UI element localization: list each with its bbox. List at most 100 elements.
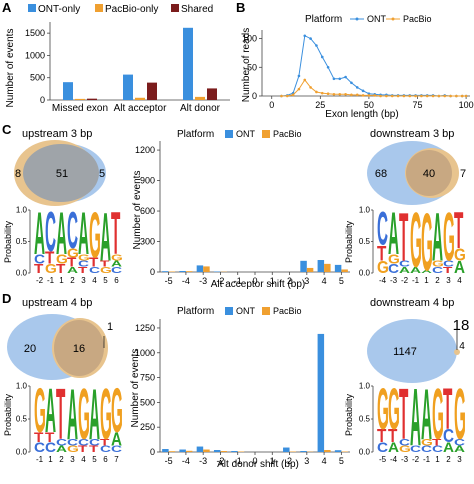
panel-d-ytick-label: 1000 [135, 348, 155, 358]
panel-b-point [385, 95, 388, 98]
legend-swatch-pacbio-d [262, 307, 270, 315]
panel-d-xtick-label: -1 [234, 456, 242, 466]
panel-c-ytick-label: 300 [140, 237, 155, 247]
panel-d-legend-title: Platform [177, 306, 214, 317]
panel-c-ytick-label: 600 [140, 206, 155, 216]
panel-a-ytick-label: 1000 [25, 50, 45, 60]
logo-d-down-xtick-label: -2 [412, 455, 420, 464]
panel-b-point [420, 95, 423, 98]
legend-marker-pacbio-b [392, 18, 395, 21]
logo-d-up-xtick-label: 3 [70, 455, 75, 464]
panel-a-ytick-label: 500 [30, 73, 45, 83]
logo-d-up-ytick-label: 0.0 [16, 448, 28, 457]
panel-d-bar [179, 450, 186, 452]
panel-d-bar [220, 451, 227, 452]
panel-a-bar [147, 83, 157, 100]
panel-b-point [327, 66, 330, 69]
logo-c-up-xtick-label: 1 [59, 276, 64, 285]
panel-d-ytick-label: 750 [140, 373, 155, 383]
panel-b-point [350, 94, 353, 97]
logo-d-down-xtick-label: 2 [446, 455, 451, 464]
panel-d-bar [300, 451, 307, 452]
panel-d-ytick-label: 250 [140, 422, 155, 432]
panel-c-xtick-label: -2 [216, 276, 224, 286]
panel-d-bar [162, 449, 169, 452]
panel-b-series-line-ont [281, 36, 466, 96]
panel-b-point [303, 79, 306, 82]
legend-label-pacbio-only: PacBio-only [105, 4, 158, 15]
venn-d-upstream: upstream 4 bp 20 16 1 [7, 297, 113, 380]
logo-d-up-letter: T [56, 375, 65, 455]
logo-d-downstream: Probability 0.00.51.0CTG-5ATG-4GCT-3CA-2… [344, 373, 466, 464]
panel-a-xtick-label: Alt donor [180, 103, 221, 114]
venn-d-up-center-count: 16 [73, 343, 85, 355]
logo-d-up-ytick-label: 0.5 [16, 415, 28, 424]
panel-b-point [426, 95, 429, 98]
logo-c-down-letter: A [388, 201, 399, 268]
panel-d-xtick-label: -3 [199, 456, 207, 466]
logo-c-down-xtick-label: -1 [412, 276, 420, 285]
panel-d-bar [324, 450, 331, 452]
logo-c-down-xtick-label: -4 [379, 276, 387, 285]
panel-b-xtick-label: 25 [315, 100, 325, 110]
panel-b-point [438, 95, 441, 98]
logo-d-up-xtick-label: 6 [103, 455, 108, 464]
venn-c-upstream: upstream 3 bp 8 51 5 [14, 128, 106, 206]
panel-b-point [403, 95, 406, 98]
logo-d-up-ylabel: Probability [3, 393, 13, 436]
logo-d-up-xtick-label: 4 [81, 455, 86, 464]
panel-a-bar [195, 97, 205, 100]
legend-label-pacbio-c: PacBio [273, 129, 302, 139]
panel-d-xtick-label: -5 [165, 456, 173, 466]
logo-c-up-letter: A [56, 201, 67, 268]
venn-d-down-title: downstream 4 bp [370, 297, 454, 309]
logo-d-down-letter: T [399, 375, 408, 455]
panel-b-chart: Platform ONT PacBio Number of reads Exon… [241, 14, 474, 120]
panel-c-xtick-label: 4 [322, 276, 327, 286]
panel-b-point [321, 56, 324, 59]
panel-b-point [356, 86, 359, 89]
panel-b-point [333, 77, 336, 80]
panel-a-bar [87, 99, 97, 100]
panel-b-ytick-label: 100 [242, 34, 257, 44]
logo-d-up-xtick-label: -1 [36, 455, 44, 464]
panel-b-point [379, 95, 382, 98]
panel-d-bar [197, 447, 204, 452]
panel-b-legend: Platform ONT PacBio [305, 14, 432, 25]
venn-c-down-title: downstream 3 bp [370, 128, 454, 140]
venn-c-down-left-count: 68 [375, 168, 387, 180]
logo-c-up-xtick-label: 6 [114, 276, 119, 285]
logo-c-up-xtick-label: 2 [70, 276, 75, 285]
panel-a-bar [183, 28, 193, 100]
panel-letter-a: A [2, 0, 12, 15]
panel-c-xtick-label: 3 [304, 276, 309, 286]
panel-b-point [408, 95, 411, 98]
panel-c-xtick-label: 1 [270, 276, 275, 286]
logo-c-down-ytick-label: 0.0 [359, 269, 371, 278]
logo-d-down-xtick-label: -1 [423, 455, 431, 464]
logo-c-down-xtick-label: -2 [401, 276, 409, 285]
legend-swatch-ont-c [225, 130, 233, 138]
logo-c-up-xtick-label: -2 [36, 276, 44, 285]
panel-c-ytick-label: 0 [150, 267, 155, 277]
logo-c-upstream: Probability 0.00.51.0TCA-2GTC-1TGA1ATGC2… [3, 198, 123, 285]
logo-d-down-ytick-label: 0.5 [359, 415, 371, 424]
panel-c-bar [307, 268, 314, 272]
venn-c-down-right-count: 7 [460, 168, 466, 180]
panel-letter-d: D [2, 291, 11, 306]
legend-swatch-shared [171, 4, 179, 12]
venn-c-downstream: downstream 3 bp 68 40 7 [367, 128, 466, 205]
venn-d-up-left-count: 20 [24, 343, 36, 355]
legend-label-ont-c: ONT [236, 129, 256, 139]
venn-c-up-right-count: 5 [99, 168, 105, 180]
panel-a-bar [63, 82, 73, 100]
logo-c-down-xtick-label: 1 [424, 276, 429, 285]
logo-d-up-ytick-label: 1.0 [16, 382, 28, 391]
venn-d-down-left-count: 1147 [393, 346, 417, 358]
venn-c-up-title: upstream 3 bp [22, 128, 92, 140]
logo-c-up-xtick-label: 4 [92, 276, 97, 285]
venn-d-up-right-count: 1 [107, 321, 113, 333]
panel-b-point [465, 95, 468, 98]
logo-d-down-letter: G [454, 375, 466, 455]
